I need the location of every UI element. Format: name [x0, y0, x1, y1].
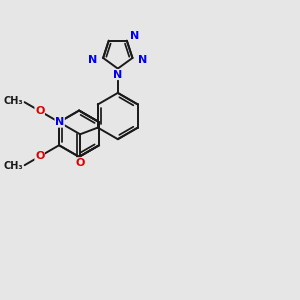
Text: N: N [113, 70, 122, 80]
Text: O: O [35, 152, 44, 161]
Text: CH₃: CH₃ [4, 161, 23, 171]
Text: N: N [88, 55, 98, 65]
Text: O: O [35, 106, 44, 116]
Text: N: N [138, 55, 147, 65]
Text: CH₃: CH₃ [4, 96, 23, 106]
Text: N: N [130, 31, 140, 41]
Text: N: N [55, 117, 64, 127]
Text: O: O [75, 158, 85, 168]
